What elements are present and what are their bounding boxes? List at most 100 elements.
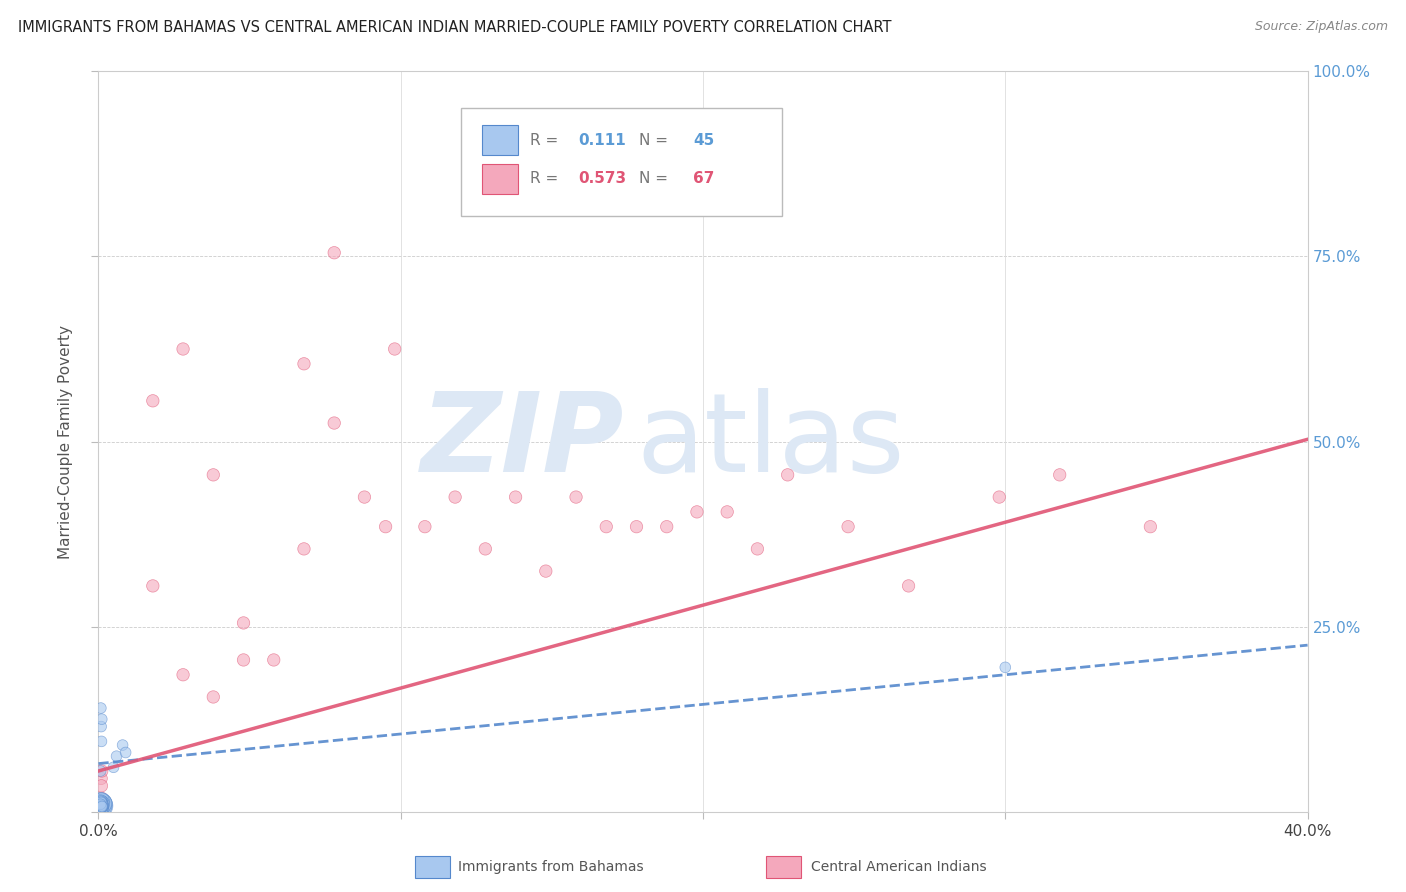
Point bbox=[90, 798, 112, 813]
Point bbox=[747, 541, 769, 556]
Point bbox=[90, 797, 112, 812]
Point bbox=[172, 342, 194, 356]
Text: R =: R = bbox=[530, 133, 564, 148]
Point bbox=[90, 798, 112, 813]
Point bbox=[90, 797, 112, 812]
Point bbox=[776, 467, 799, 482]
Point bbox=[90, 796, 112, 810]
Point bbox=[90, 794, 112, 808]
Point bbox=[90, 797, 112, 811]
FancyBboxPatch shape bbox=[461, 109, 782, 216]
Point bbox=[90, 798, 112, 813]
Point bbox=[90, 798, 112, 813]
Point bbox=[626, 519, 648, 533]
Point bbox=[232, 653, 254, 667]
Point bbox=[444, 490, 467, 504]
Point bbox=[1139, 519, 1161, 533]
Point bbox=[565, 490, 588, 504]
Point bbox=[90, 796, 112, 810]
Point bbox=[91, 797, 114, 811]
Point bbox=[413, 519, 436, 533]
Point bbox=[837, 519, 859, 533]
Point bbox=[111, 738, 134, 752]
Point bbox=[90, 797, 112, 811]
Point bbox=[90, 798, 112, 813]
Point bbox=[202, 467, 225, 482]
Point bbox=[353, 490, 375, 504]
Point bbox=[90, 797, 112, 812]
Point bbox=[90, 701, 112, 715]
Point bbox=[90, 798, 112, 813]
Point bbox=[90, 798, 112, 813]
Point bbox=[90, 799, 112, 814]
Point bbox=[988, 490, 1011, 504]
Point bbox=[90, 712, 112, 726]
Point bbox=[90, 798, 112, 813]
Point bbox=[89, 798, 111, 813]
Point bbox=[90, 797, 112, 811]
Point bbox=[292, 541, 315, 556]
Point bbox=[91, 798, 114, 813]
Text: atlas: atlas bbox=[637, 388, 905, 495]
Point bbox=[374, 519, 396, 533]
Point bbox=[90, 764, 112, 778]
Point bbox=[384, 342, 406, 356]
Point bbox=[90, 798, 112, 813]
Point bbox=[90, 797, 112, 812]
Point bbox=[202, 690, 225, 704]
Point bbox=[292, 357, 315, 371]
Text: N =: N = bbox=[638, 133, 673, 148]
Point bbox=[91, 794, 114, 808]
Point bbox=[90, 779, 112, 793]
Point bbox=[90, 800, 112, 814]
Point bbox=[90, 794, 112, 808]
Point bbox=[686, 505, 709, 519]
Point bbox=[90, 798, 112, 813]
Y-axis label: Married-Couple Family Poverty: Married-Couple Family Poverty bbox=[58, 325, 73, 558]
Point bbox=[90, 796, 112, 810]
Point bbox=[263, 653, 285, 667]
Bar bbox=[482, 164, 517, 194]
Point bbox=[90, 796, 112, 810]
Point bbox=[90, 796, 112, 810]
Text: N =: N = bbox=[638, 171, 673, 186]
Point bbox=[89, 798, 111, 813]
Point bbox=[323, 416, 346, 430]
Point bbox=[90, 772, 112, 786]
Point bbox=[90, 791, 112, 805]
Point bbox=[90, 797, 112, 812]
Point bbox=[103, 760, 125, 774]
Text: Source: ZipAtlas.com: Source: ZipAtlas.com bbox=[1254, 20, 1388, 33]
Point bbox=[90, 796, 112, 810]
Text: Central American Indians: Central American Indians bbox=[811, 860, 987, 874]
Point bbox=[91, 797, 114, 811]
Point bbox=[655, 519, 678, 533]
Point bbox=[90, 799, 112, 814]
Point bbox=[91, 796, 114, 810]
Point bbox=[90, 799, 112, 814]
Point bbox=[91, 799, 114, 814]
Point bbox=[90, 799, 112, 814]
Point bbox=[90, 797, 112, 811]
Point bbox=[91, 798, 114, 813]
Point bbox=[91, 797, 114, 811]
Point bbox=[897, 579, 920, 593]
Text: 67: 67 bbox=[693, 171, 714, 186]
Point bbox=[90, 795, 112, 809]
Point bbox=[90, 796, 112, 810]
Text: Immigrants from Bahamas: Immigrants from Bahamas bbox=[458, 860, 644, 874]
Point bbox=[90, 795, 112, 809]
Point bbox=[90, 798, 112, 813]
Point bbox=[90, 796, 112, 810]
Point bbox=[90, 794, 112, 808]
Point bbox=[90, 798, 112, 813]
Point bbox=[142, 393, 165, 408]
Point bbox=[90, 798, 112, 813]
Point bbox=[716, 505, 738, 519]
Point bbox=[91, 799, 114, 814]
Point bbox=[90, 800, 112, 814]
Point bbox=[90, 796, 112, 810]
Text: 45: 45 bbox=[693, 133, 714, 148]
Point bbox=[90, 800, 112, 814]
Point bbox=[90, 797, 112, 812]
